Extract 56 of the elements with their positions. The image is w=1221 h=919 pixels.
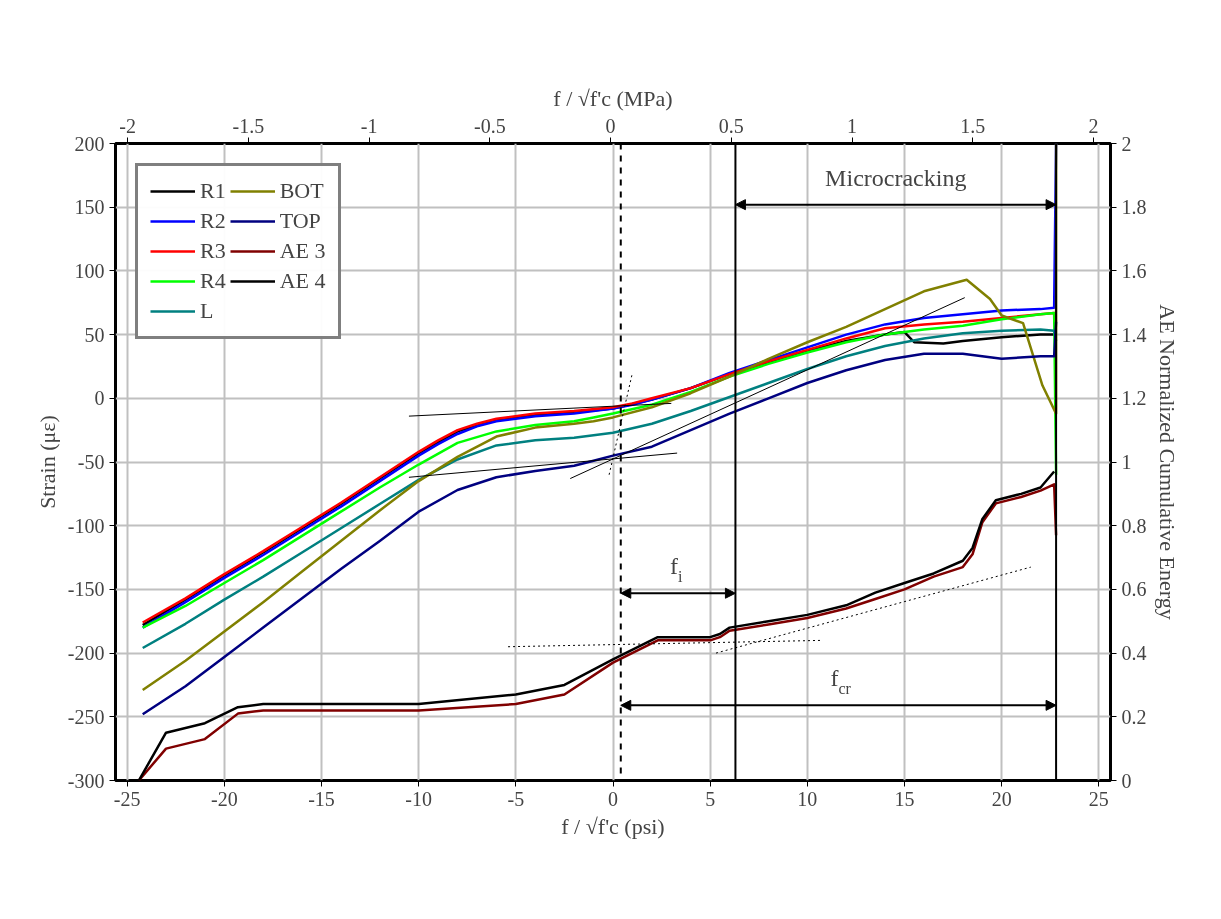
x-tick-label: 5	[705, 787, 716, 810]
y-tick-label: -250	[67, 705, 105, 728]
legend-label: R1	[200, 178, 226, 204]
y-tick-label: -150	[67, 578, 105, 601]
y-tick-label: -200	[67, 642, 105, 665]
x2-tick-label: 0	[605, 114, 616, 137]
y2-tick-label: 1.6	[1121, 259, 1147, 282]
y2-tick-label: 0.8	[1121, 514, 1147, 537]
y-tick-label: -100	[67, 514, 105, 537]
x2-tick-label: -1.5	[232, 114, 265, 137]
legend-label: TOP	[279, 208, 321, 234]
annotation: Microcracking	[825, 164, 967, 191]
x-tick-label: -20	[211, 787, 238, 810]
x-tick-label: 0	[608, 787, 618, 810]
y-tick-label: 50	[84, 323, 105, 346]
y2-tick-label: 1.8	[1121, 196, 1147, 219]
y2-tick-label: 1	[1121, 451, 1132, 473]
y2-tick-label: 1.2	[1121, 387, 1147, 410]
x2-tick-label: 0.5	[718, 114, 744, 137]
x-tick-label: -15	[308, 787, 335, 810]
x-tick-label: 15	[894, 787, 915, 810]
x2-tick-label: -0.5	[474, 114, 506, 137]
y-tick-label: 200	[74, 132, 105, 155]
x2-axis-title: f / √f'c (MPa)	[553, 85, 673, 111]
legend-label: AE 3	[279, 238, 326, 264]
y2-tick-label: 0.6	[1121, 578, 1147, 601]
y-tick-label: -300	[67, 769, 105, 792]
legend-label: R3	[200, 238, 226, 264]
y-tick-label: 150	[74, 196, 105, 219]
x2-tick-label: 1	[847, 114, 858, 137]
legend-label: R4	[200, 268, 226, 294]
legend-label: AE 4	[279, 268, 326, 294]
x2-tick-label: -1	[360, 114, 378, 137]
x2-tick-label: 1.5	[960, 114, 986, 137]
legend-label: R2	[200, 208, 226, 234]
x2-tick-label: 2	[1088, 114, 1099, 137]
x-tick-label: -25	[113, 787, 141, 810]
y-axis-title: Strain (με)	[34, 415, 60, 509]
y-tick-label: -50	[77, 451, 105, 473]
x-tick-label: 25	[1088, 787, 1109, 810]
legend-label: L	[200, 298, 215, 324]
x-axis-title: f / √f'c (psi)	[561, 813, 665, 839]
y2-tick-label: 0	[1121, 769, 1132, 792]
x2-tick-label: -2	[119, 114, 136, 137]
y-tick-label: 100	[74, 259, 105, 282]
y2-tick-label: 0.2	[1121, 705, 1147, 728]
x-tick-label: 20	[991, 787, 1012, 810]
legend-label: BOT	[279, 178, 324, 204]
x-tick-label: 10	[797, 787, 818, 810]
y-tick-label: 0	[94, 387, 105, 410]
y2-tick-label: 2	[1121, 132, 1132, 155]
y2-tick-label: 0.4	[1121, 642, 1147, 665]
y2-tick-label: 1.4	[1121, 323, 1147, 346]
x-tick-label: -5	[507, 787, 525, 810]
y2-axis-title: AE Normalized Cumulative Energy	[1154, 304, 1180, 620]
x-tick-label: -10	[405, 787, 433, 810]
